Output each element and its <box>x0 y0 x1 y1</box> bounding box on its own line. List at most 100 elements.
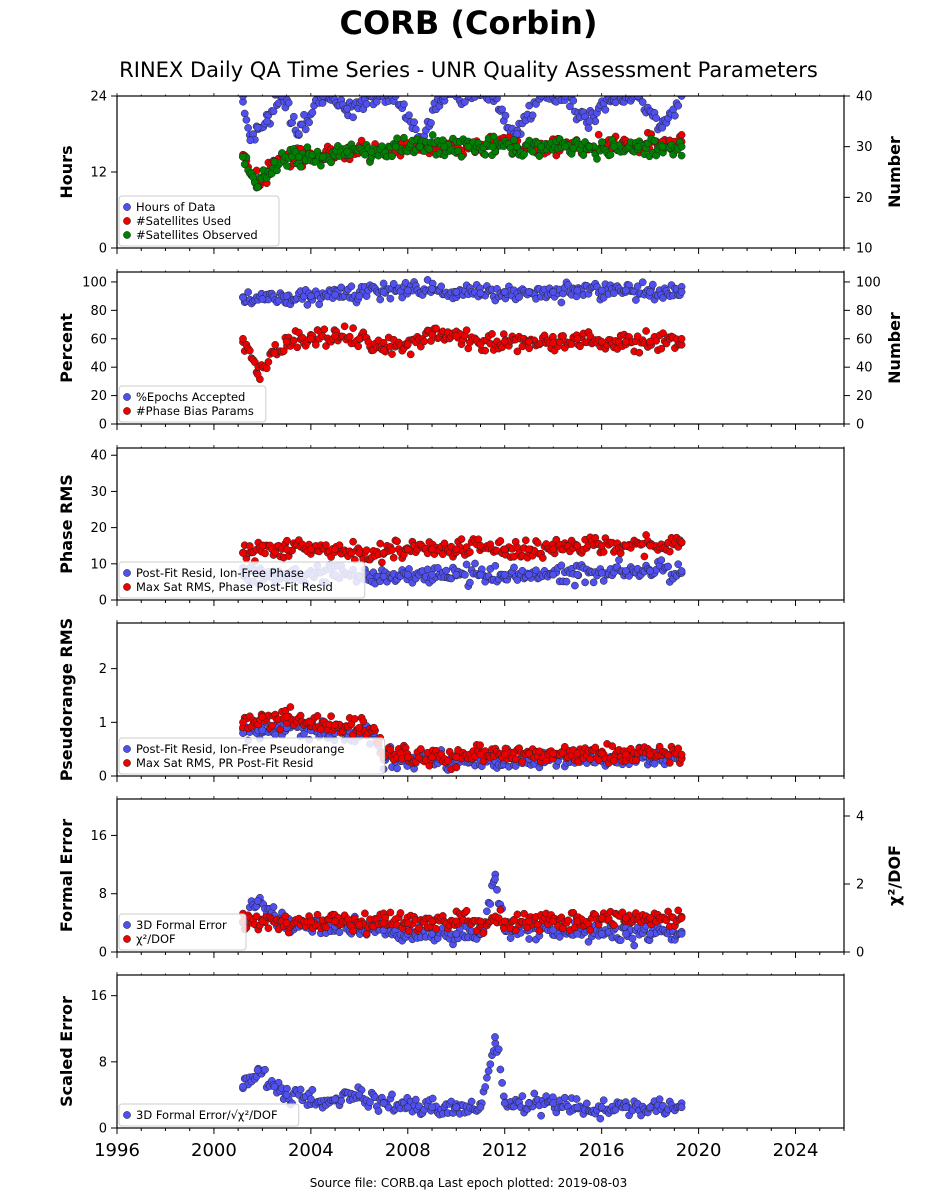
data-point <box>282 292 291 300</box>
data-point <box>289 336 298 345</box>
data-point <box>253 370 262 379</box>
legend-marker <box>123 407 131 415</box>
data-point <box>428 545 436 554</box>
data-point <box>379 288 388 296</box>
data-point <box>386 745 395 754</box>
data-point <box>239 549 247 557</box>
data-point <box>294 152 303 161</box>
data-point <box>319 152 327 161</box>
legend-label: #Phase Bias Params <box>136 404 254 418</box>
data-point <box>597 929 606 938</box>
data-point <box>632 296 640 304</box>
data-point <box>642 327 650 335</box>
data-point <box>378 88 385 95</box>
y-tick-label: 80 <box>90 304 107 319</box>
data-point <box>609 142 618 151</box>
x-tick-label: 2008 <box>385 1140 431 1161</box>
data-point <box>646 337 654 346</box>
data-point <box>362 100 371 108</box>
legend-box <box>118 385 267 423</box>
data-point <box>632 756 640 765</box>
data-point <box>608 742 617 750</box>
data-point <box>646 1103 654 1112</box>
y-ticks-left: 0 1 2 <box>99 662 117 785</box>
data-point <box>452 1103 461 1112</box>
data-point <box>597 569 606 577</box>
data-point <box>659 329 667 338</box>
data-point <box>481 150 490 159</box>
data-point <box>498 105 506 114</box>
data-point <box>454 147 462 155</box>
data-point <box>597 541 606 550</box>
data-point <box>307 334 315 343</box>
data-point <box>677 151 686 160</box>
data-point <box>473 86 480 93</box>
data-point <box>480 86 487 93</box>
data-point <box>296 162 305 171</box>
x-ticks <box>116 796 845 958</box>
data-point <box>253 183 262 192</box>
data-point <box>518 1092 527 1100</box>
y2-tick-label: 4 <box>856 810 864 825</box>
y-axis-label: Phase RMS <box>57 474 76 574</box>
data-point <box>379 919 388 927</box>
data-point <box>500 337 509 346</box>
data-point <box>308 108 317 117</box>
data-point <box>646 288 654 296</box>
data-point <box>267 721 276 730</box>
legend-box <box>118 1103 300 1127</box>
data-point <box>388 350 396 358</box>
series-2-points <box>239 703 686 774</box>
data-point <box>464 142 473 151</box>
data-point <box>628 934 637 943</box>
y2-tick-label: 60 <box>856 332 873 347</box>
panel-6-marks <box>239 1033 686 1123</box>
data-point <box>597 1103 606 1112</box>
data-point <box>264 358 273 366</box>
y2-tick-label: 40 <box>856 90 873 105</box>
legend-marker <box>123 935 131 943</box>
data-point <box>355 723 364 732</box>
data-point <box>403 286 412 295</box>
data-point <box>349 927 357 935</box>
y-tick-label: 20 <box>90 521 107 536</box>
data-point <box>597 337 606 346</box>
data-point <box>610 756 618 765</box>
data-point <box>389 553 398 562</box>
data-point <box>593 155 601 163</box>
data-point <box>331 545 339 554</box>
data-point <box>615 556 623 564</box>
data-point <box>262 364 271 373</box>
data-point <box>347 282 356 291</box>
data-point <box>614 88 621 95</box>
data-point <box>674 906 683 915</box>
y-tick-label: 60 <box>90 332 107 347</box>
y2-tick-label: 100 <box>856 275 881 290</box>
data-point <box>442 566 451 575</box>
legend-label: Post-Fit Resid, Ion-Free Phase <box>136 566 304 580</box>
series-2-points <box>239 906 686 938</box>
data-point <box>240 109 249 118</box>
data-point <box>665 547 674 556</box>
data-point <box>537 142 545 151</box>
data-point <box>258 726 267 735</box>
data-point <box>355 292 364 300</box>
data-point <box>465 84 472 91</box>
data-point <box>584 124 593 132</box>
data-point <box>327 158 335 167</box>
y-axis-label: Formal Error <box>57 819 76 932</box>
data-point <box>677 750 686 759</box>
data-point <box>296 1085 305 1094</box>
legend-marker <box>123 745 131 753</box>
y-ticks-left: 0 8 16 <box>90 829 117 961</box>
data-point <box>622 914 630 922</box>
x-tick-label: 2020 <box>676 1140 722 1161</box>
data-point <box>264 924 273 933</box>
y-axis-label: Percent <box>57 313 76 383</box>
x-ticks <box>116 972 845 1134</box>
y-tick-label: 0 <box>99 1122 107 1137</box>
data-point <box>487 83 494 90</box>
data-point <box>664 562 672 571</box>
legend: 3D Formal Error/√χ²/DOF <box>118 1103 300 1127</box>
y2-tick-label: 30 <box>856 140 873 155</box>
